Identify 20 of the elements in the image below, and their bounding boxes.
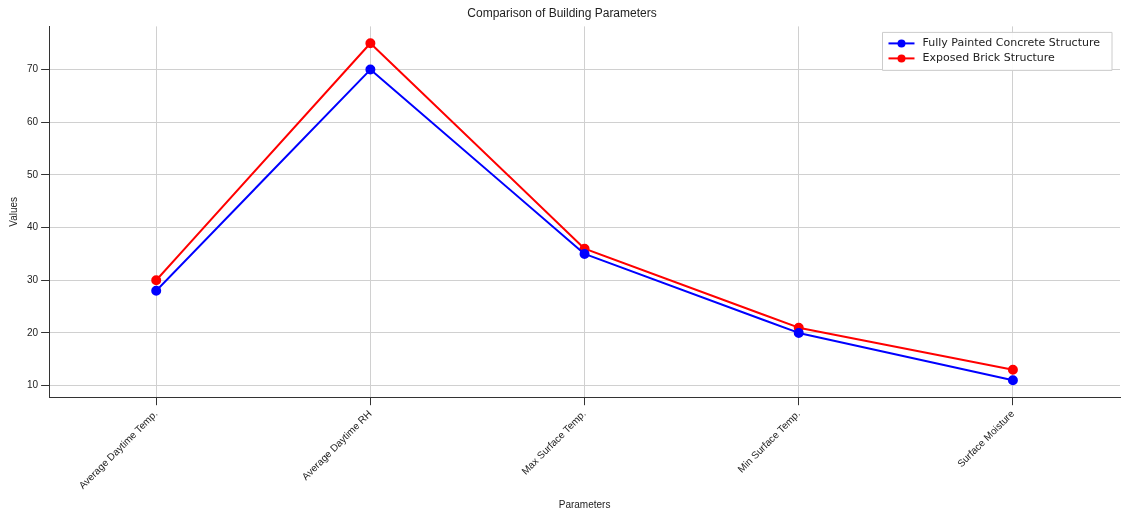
chart-title: Comparison of Building Parameters: [467, 5, 657, 20]
point: [151, 285, 162, 296]
point: [1007, 364, 1018, 375]
y-tick-label: 30: [27, 274, 39, 286]
point: [365, 64, 376, 75]
legend-label: Exposed Brick Structure: [922, 51, 1056, 65]
y-tick-label: 10: [27, 379, 39, 391]
point: [793, 327, 804, 338]
y-tick-label: 60: [27, 116, 39, 128]
y-tick-label: 40: [27, 221, 39, 233]
point: [579, 248, 590, 259]
y-tick-label: 70: [27, 63, 39, 75]
legend-label: Fully Painted Concrete Structure: [922, 36, 1101, 50]
y-tick-label: 50: [27, 168, 39, 180]
y-axis-title: Values: [7, 196, 19, 227]
point: [1007, 375, 1018, 386]
point: [365, 38, 376, 49]
y-tick-label: 20: [27, 326, 39, 338]
x-axis-title: Parameters: [558, 498, 611, 510]
point: [151, 275, 162, 286]
